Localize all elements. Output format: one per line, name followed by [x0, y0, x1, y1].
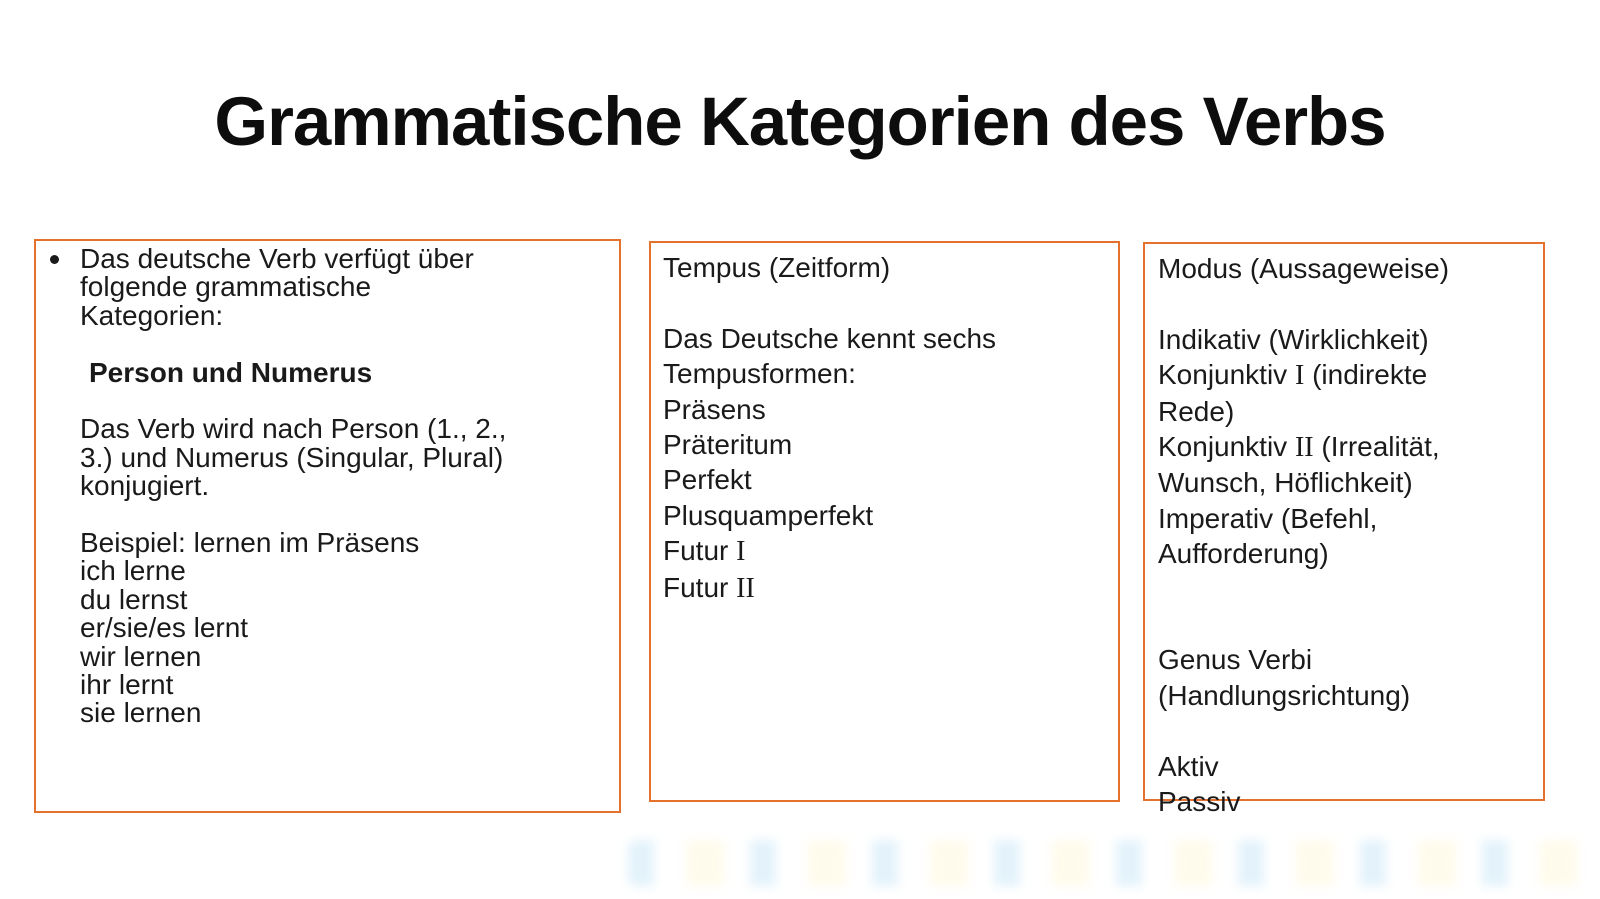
text-line: [663, 285, 1108, 320]
text-line: Das Verb wird nach Person (1., 2.,: [80, 413, 507, 445]
text-line: ich lerne: [80, 555, 186, 587]
text-line: [80, 387, 611, 415]
text-line: ihr lernt: [80, 669, 174, 701]
slide-title: Grammatische Kategorien des Verbs: [214, 83, 1386, 160]
text-line: [80, 330, 611, 358]
text-line: Beispiel: lernen im Präsens: [80, 527, 420, 559]
text-line: Kategorien:: [80, 299, 224, 331]
roman-numeral: II: [736, 572, 755, 604]
text-line: [1158, 713, 1533, 748]
text-line: Futur II: [663, 571, 755, 604]
text-line: Imperativ (Befehl,: [1158, 502, 1378, 534]
text-line: Tempusformen:: [663, 358, 856, 390]
text-line: Modus (Aussageweise): [1158, 253, 1450, 284]
text-line: Aufforderung): [1158, 538, 1329, 570]
bulleted-text-line: Das deutsche Verb verfügt über: [50, 244, 611, 273]
text-line: Genus Verbi: [1158, 644, 1313, 676]
text-line: [1158, 572, 1533, 607]
text-line: wir lernen: [80, 640, 202, 672]
roman-numeral: I: [1294, 360, 1305, 392]
text-line: konjugiert.: [80, 470, 210, 502]
text-line: 3.) und Numerus (Singular, Plural): [80, 441, 504, 473]
text-line: [1158, 286, 1533, 321]
faint-watermark: [628, 840, 1580, 886]
text-line: [1158, 607, 1533, 642]
modus-genus-box: Modus (Aussageweise) Indikativ (Wirklichk…: [1143, 242, 1545, 817]
text-line: Rede): [1158, 395, 1235, 427]
text-line: Das Deutsche kennt sechs: [663, 322, 997, 354]
person-numerus-box: Das deutsche Verb verfügt über folgende g…: [34, 239, 621, 813]
text-line: folgende grammatische: [80, 271, 372, 303]
text-line: Person und Numerus: [89, 356, 373, 388]
text-line: er/sie/es lernt: [80, 612, 249, 644]
tempus-box: Tempus (Zeitform) Das Deutsche kennt sech…: [649, 241, 1120, 802]
text-line: Konjunktiv II (Irrealität,: [1158, 431, 1440, 464]
text-line: (Handlungsrichtung): [1158, 679, 1411, 711]
text-line: sie lernen: [80, 697, 202, 729]
text-line: Plusquamperfekt: [663, 499, 874, 531]
text-line: Futur I: [663, 535, 746, 568]
text-line: Präteritum: [663, 429, 793, 461]
text-line: Perfekt: [663, 464, 752, 496]
text-line: Passiv: [1158, 786, 1241, 818]
roman-numeral: I: [736, 536, 746, 568]
text-line: Tempus (Zeitform): [663, 252, 891, 283]
text-line: Konjunktiv I (indirekte: [1158, 359, 1428, 392]
text-line: du lernst: [80, 583, 188, 615]
text-line: Präsens: [663, 393, 766, 425]
text-line: Aktiv: [1158, 750, 1219, 782]
text-line: Indikativ (Wirklichkeit): [1158, 323, 1429, 355]
roman-numeral: II: [1294, 432, 1314, 464]
text-line: Wunsch, Höflichkeit): [1158, 467, 1413, 499]
text-line: [80, 501, 611, 529]
bullet-icon: [50, 255, 59, 264]
